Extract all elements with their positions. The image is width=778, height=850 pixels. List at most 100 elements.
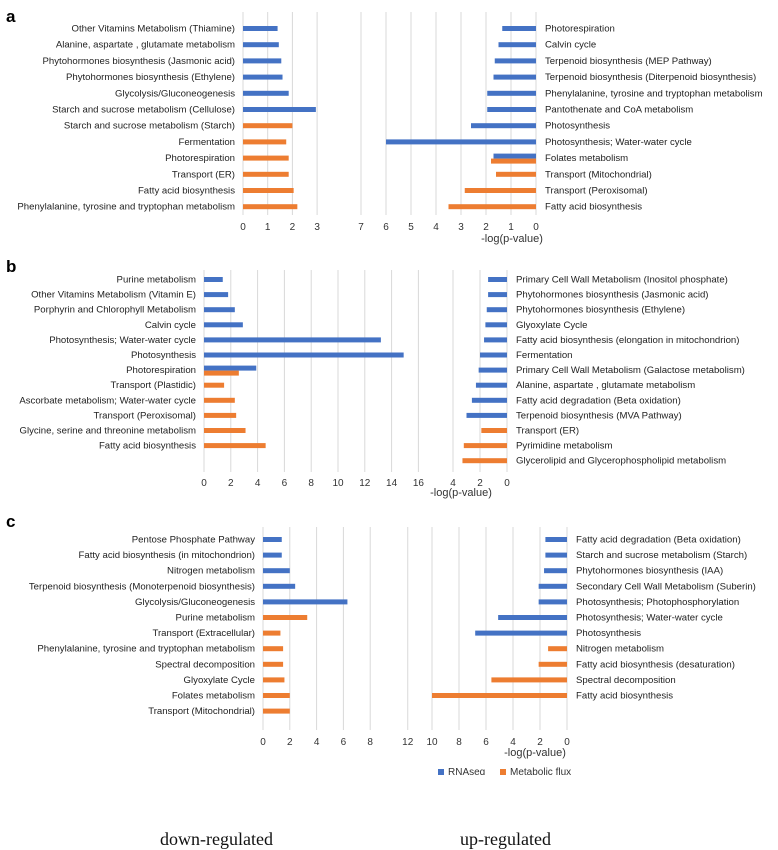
panel-letter-c: c [6, 512, 15, 531]
panel-c-left-category-label: Transport (Mitochondrial) [148, 706, 255, 717]
panel-a-left-bar [243, 42, 279, 48]
panel-c-right-bar [545, 552, 567, 558]
panel-b-left-category-label: Photosynthesis [131, 350, 196, 361]
panel-c-right-bar [498, 615, 567, 620]
panel-a-right-bar [491, 158, 536, 164]
panel-a-right-category-label: Calvin cycle [545, 40, 596, 51]
panel-b-right-bar [480, 352, 507, 358]
panel-a-right-category-label: Pantothenate and CoA metabolism [545, 105, 693, 116]
panel-c-left-category-label: Purine metabolism [176, 613, 255, 624]
panel-c-left-category-label: Spectral decomposition [155, 659, 255, 670]
panel-b-right-category-label: Phytohormones biosynthesis (Jasmonic aci… [516, 290, 709, 301]
panel-c-left-bar [263, 630, 281, 636]
panel-c-right-category-label: Phytohormones biosynthesis (IAA) [576, 566, 723, 577]
panel-c-left-bar [263, 583, 296, 589]
panel-c-right-category-label: Nitrogen metabolism [576, 644, 664, 655]
panel-c-left-tick-label: 6 [341, 737, 347, 748]
panel-a-left-bar [243, 139, 287, 145]
panel-b-left-tick-label: 12 [359, 478, 371, 489]
panel-a-right-bar [502, 26, 536, 31]
panel-b-left-bar [204, 412, 237, 418]
panel-a-left-tick-label: 0 [240, 222, 246, 233]
panel-letter-b: b [6, 257, 16, 276]
panel-a-right-category-label: Terpenoid biosynthesis (Diterpenoid bios… [545, 72, 756, 83]
panel-b-right-bar [462, 458, 507, 464]
panel-b-left-category-label: Porphyrin and Chlorophyll Metabolism [34, 305, 196, 316]
panel-b-left-category-label: Glycine, serine and threonine metabolism [19, 426, 196, 437]
panel-a-right-bar [487, 90, 536, 96]
panel-a-right-bar [498, 42, 536, 48]
panel-c-right-category-label: Photosynthesis [576, 628, 641, 639]
panel-b-left-bar [204, 428, 246, 433]
panel-c-left-tick-label: 8 [367, 737, 373, 748]
panel-c-right-bar [548, 646, 567, 652]
panel-c-right-tick-label: 6 [483, 737, 489, 748]
panel-c-right-tick-label: 8 [456, 737, 462, 748]
panel-b-right-category-label: Terpenoid biosynthesis (MVA Pathway) [516, 410, 682, 421]
panel-b-right-bar [475, 382, 507, 388]
panel-b-right-category-label: Fatty acid degradation (Beta oxidation) [516, 395, 681, 406]
panel-b-left-category-label: Calvin cycle [145, 320, 196, 331]
panel-b-right-tick-label: 2 [477, 478, 483, 489]
panel-a-left-category-label: Fatty acid biosynthesis [138, 186, 235, 197]
panel-c-right-category-label: Photosynthesis; Photophosphorylation [576, 597, 739, 608]
panel-a-right-bar [493, 74, 536, 80]
panel-a-left-tick-label: 3 [314, 222, 320, 233]
panel-b-right-category-label: Primary Cell Wall Metabolism (Inositol p… [516, 275, 728, 286]
footer: down-regulated up-regulated [0, 775, 778, 849]
panel-letter-a: a [6, 7, 16, 26]
panel-a-right-tick-label: 1 [508, 222, 514, 233]
panel-c-left-category-label: Phenylalanine, tyrosine and tryptophan m… [37, 644, 255, 655]
panel-b-right-bar [463, 443, 507, 449]
panel-a-right-category-label: Phenylalanine, tyrosine and tryptophan m… [545, 88, 763, 99]
panel-a-right-tick-label: 2 [483, 222, 489, 233]
panel-a-right-bar [464, 188, 536, 193]
legend-rnaseq-label: RNAseq [448, 767, 485, 775]
panel-a-right-tick-label: 4 [433, 222, 439, 233]
panel-c-right-tick-label: 2 [537, 737, 543, 748]
panel-a-right-tick-label: 7 [358, 222, 364, 233]
panel-a-left-category-label: Phenylalanine, tyrosine and tryptophan m… [17, 202, 235, 213]
panel-a-left-category-label: Glycolysis/Gluconeogenesis [115, 88, 235, 99]
panel-c-left-category-label: Glyoxylate Cycle [184, 675, 255, 686]
panel-a-right-category-label: Photorespiration [545, 24, 615, 35]
panel-a-right-bar [496, 171, 536, 177]
panel-b-right-bar [466, 412, 507, 418]
panel-c-right-category-label: Starch and sucrose metabolism (Starch) [576, 550, 747, 561]
panel-c-left-category-label: Transport (Extracellular) [152, 628, 255, 639]
panel-b-right-category-label: Primary Cell Wall Metabolism (Galactose … [516, 365, 745, 376]
panel-b-left-bar [204, 337, 381, 343]
panel-a-right-tick-label: 0 [533, 222, 539, 233]
panel-c-left-bar [263, 552, 282, 558]
panel-b-left-bar [204, 382, 225, 388]
panel-c-right-bar [475, 630, 567, 636]
panel-a-left-category-label: Starch and sucrose metabolism (Starch) [64, 121, 235, 132]
panel-a-left-bar [243, 123, 293, 129]
panel-b-left-category-label: Ascorbate metabolism; Water-water cycle [19, 395, 196, 406]
panel-b-left-bar [204, 397, 235, 403]
panel-b-left-category-label: Photorespiration [126, 365, 196, 376]
panel-b-right-bar [471, 397, 507, 403]
panel-a-left-bar [243, 90, 289, 96]
panel-c-right-tick-label: 4 [510, 737, 516, 748]
panel-b-left-tick-label: 0 [201, 478, 207, 489]
panel-b-left-tick-label: 14 [386, 478, 398, 489]
figure-canvas: a b c -log(p-value) -log(p-value) -log(p… [6, 7, 763, 775]
panel-c-right-category-label: Fatty acid degradation (Beta oxidation) [576, 535, 741, 546]
panel-a-left-category-label: Transport (ER) [172, 169, 235, 180]
panel-c-left-category-label: Nitrogen metabolism [167, 566, 255, 577]
panel-b-left-tick-label: 8 [308, 478, 314, 489]
panel-a-left-category-label: Phytohormones biosynthesis (Jasmonic aci… [43, 56, 236, 67]
panel-c-left-tick-label: 12 [402, 737, 414, 748]
panel-a-right-category-label: Fatty acid biosynthesis [545, 202, 642, 213]
panel-b-right-category-label: Fatty acid biosynthesis (elongation in m… [516, 335, 739, 346]
panel-c-right-bar [545, 537, 567, 542]
panel-c-right-bar [538, 599, 567, 605]
panel-b-right-category-label: Phytohormones biosynthesis (Ethylene) [516, 305, 685, 316]
panel-a-left-category-label: Other Vitamins Metabolism (Thiamine) [71, 24, 235, 35]
panel-a-left-bar [243, 171, 289, 177]
panel-a-right-tick-label: 6 [383, 222, 389, 233]
panel-c-right-bar [538, 583, 567, 589]
panel-a-left-category-label: Photorespiration [165, 153, 235, 164]
